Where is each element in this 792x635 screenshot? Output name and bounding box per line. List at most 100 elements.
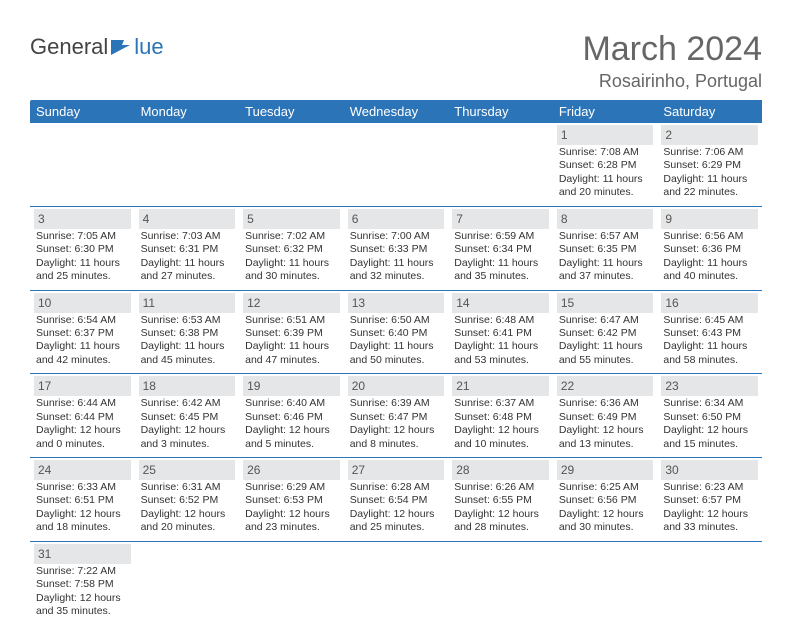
day-number: 6 (352, 212, 359, 226)
day-details: Sunrise: 7:05 AMSunset: 6:30 PMDaylight:… (34, 229, 131, 284)
weekday-header: Wednesday (344, 100, 449, 123)
calendar-cell: 15 Sunrise: 6:47 AMSunset: 6:42 PMDayligh… (553, 290, 658, 374)
day-number: 22 (561, 379, 574, 393)
calendar-cell: 5 Sunrise: 7:02 AMSunset: 6:32 PMDaylight… (239, 206, 344, 290)
calendar-cell: 21 Sunrise: 6:37 AMSunset: 6:48 PMDayligh… (448, 374, 553, 458)
calendar-cell (239, 123, 344, 206)
calendar-cell: 22 Sunrise: 6:36 AMSunset: 6:49 PMDayligh… (553, 374, 658, 458)
day-number: 1 (561, 128, 568, 142)
calendar-cell: 28 Sunrise: 6:26 AMSunset: 6:55 PMDayligh… (448, 458, 553, 542)
calendar-cell: 11Sunrise: 6:53 AMSunset: 6:38 PMDayligh… (135, 290, 240, 374)
calendar-cell: 10Sunrise: 6:54 AMSunset: 6:37 PMDayligh… (30, 290, 135, 374)
day-details: Sunrise: 6:28 AMSunset: 6:54 PMDaylight:… (348, 480, 445, 535)
day-number: 25 (143, 463, 156, 477)
logo: General lue (30, 34, 164, 60)
calendar-cell (135, 123, 240, 206)
calendar-cell: 31Sunrise: 7:22 AMSunset: 7:58 PMDayligh… (30, 541, 135, 624)
calendar-cell (553, 541, 658, 624)
day-details: Sunrise: 6:26 AMSunset: 6:55 PMDaylight:… (452, 480, 549, 535)
day-number: 21 (456, 379, 469, 393)
logo-text-blue: lue (134, 34, 163, 60)
day-details: Sunrise: 6:29 AMSunset: 6:53 PMDaylight:… (243, 480, 340, 535)
day-details: Sunrise: 7:08 AMSunset: 6:28 PMDaylight:… (557, 145, 654, 200)
day-details: Sunrise: 6:31 AMSunset: 6:52 PMDaylight:… (139, 480, 236, 535)
calendar-cell: 18 Sunrise: 6:42 AMSunset: 6:45 PMDayligh… (135, 374, 240, 458)
day-details: Sunrise: 6:39 AMSunset: 6:47 PMDaylight:… (348, 396, 445, 451)
calendar-cell (657, 541, 762, 624)
day-number: 27 (352, 463, 365, 477)
weekday-header: Sunday (30, 100, 135, 123)
day-number: 9 (665, 212, 672, 226)
calendar-cell: 29Sunrise: 6:25 AMSunset: 6:56 PMDayligh… (553, 458, 658, 542)
day-details: Sunrise: 6:36 AMSunset: 6:49 PMDaylight:… (557, 396, 654, 451)
weekday-header: Thursday (448, 100, 553, 123)
day-details: Sunrise: 6:34 AMSunset: 6:50 PMDaylight:… (661, 396, 758, 451)
calendar-cell: 23Sunrise: 6:34 AMSunset: 6:50 PMDayligh… (657, 374, 762, 458)
day-details: Sunrise: 6:45 AMSunset: 6:43 PMDaylight:… (661, 313, 758, 368)
day-details: Sunrise: 7:06 AMSunset: 6:29 PMDaylight:… (661, 145, 758, 200)
day-number: 12 (247, 296, 260, 310)
day-number: 20 (352, 379, 365, 393)
logo-text-general: General (30, 34, 108, 60)
day-number: 13 (352, 296, 365, 310)
calendar-cell (344, 123, 449, 206)
day-details: Sunrise: 6:44 AMSunset: 6:44 PMDaylight:… (34, 396, 131, 451)
day-details: Sunrise: 6:42 AMSunset: 6:45 PMDaylight:… (139, 396, 236, 451)
weekday-header: Monday (135, 100, 240, 123)
logo-flag-icon (110, 38, 132, 56)
calendar-cell: 6Sunrise: 7:00 AMSunset: 6:33 PMDaylight… (344, 206, 449, 290)
day-details: Sunrise: 7:02 AMSunset: 6:32 PMDaylight:… (243, 229, 340, 284)
calendar-cell: 30Sunrise: 6:23 AMSunset: 6:57 PMDayligh… (657, 458, 762, 542)
calendar-cell: 19 Sunrise: 6:40 AMSunset: 6:46 PMDayligh… (239, 374, 344, 458)
day-number: 2 (665, 128, 672, 142)
calendar-cell: 13 Sunrise: 6:50 AMSunset: 6:40 PMDayligh… (344, 290, 449, 374)
day-number: 15 (561, 296, 574, 310)
day-details: Sunrise: 6:47 AMSunset: 6:42 PMDaylight:… (557, 313, 654, 368)
day-number: 7 (456, 212, 463, 226)
calendar-cell: 16 Sunrise: 6:45 AMSunset: 6:43 PMDayligh… (657, 290, 762, 374)
day-number: 5 (247, 212, 254, 226)
calendar-cell (239, 541, 344, 624)
calendar-table: SundayMondayTuesdayWednesdayThursdayFrid… (30, 100, 762, 625)
day-number: 16 (665, 296, 678, 310)
weekday-header: Friday (553, 100, 658, 123)
day-details: Sunrise: 6:33 AMSunset: 6:51 PMDaylight:… (34, 480, 131, 535)
day-details: Sunrise: 6:51 AMSunset: 6:39 PMDaylight:… (243, 313, 340, 368)
calendar-cell: 8Sunrise: 6:57 AMSunset: 6:35 PMDaylight… (553, 206, 658, 290)
location-label: Rosairinho, Portugal (582, 71, 762, 92)
day-number: 3 (38, 212, 45, 226)
day-details: Sunrise: 7:22 AMSunset: 7:58 PMDaylight:… (34, 564, 131, 619)
day-number: 11 (143, 296, 155, 310)
page-title: March 2024 (582, 30, 762, 69)
day-details: Sunrise: 6:50 AMSunset: 6:40 PMDaylight:… (348, 313, 445, 368)
calendar-cell (448, 123, 553, 206)
day-number: 28 (456, 463, 469, 477)
calendar-cell (135, 541, 240, 624)
calendar-cell: 3 Sunrise: 7:05 AMSunset: 6:30 PMDaylight… (30, 206, 135, 290)
calendar-cell: 20 Sunrise: 6:39 AMSunset: 6:47 PMDayligh… (344, 374, 449, 458)
day-number: 18 (143, 379, 156, 393)
day-number: 24 (38, 463, 51, 477)
calendar-cell (448, 541, 553, 624)
day-details: Sunrise: 6:25 AMSunset: 6:56 PMDaylight:… (557, 480, 654, 535)
calendar-cell: 25 Sunrise: 6:31 AMSunset: 6:52 PMDayligh… (135, 458, 240, 542)
day-number: 19 (247, 379, 260, 393)
day-details: Sunrise: 6:23 AMSunset: 6:57 PMDaylight:… (661, 480, 758, 535)
calendar-cell: 9 Sunrise: 6:56 AMSunset: 6:36 PMDaylight… (657, 206, 762, 290)
day-number: 10 (38, 296, 51, 310)
calendar-cell (344, 541, 449, 624)
calendar-cell: 14 Sunrise: 6:48 AMSunset: 6:41 PMDayligh… (448, 290, 553, 374)
calendar-cell: 2 Sunrise: 7:06 AMSunset: 6:29 PMDaylight… (657, 123, 762, 206)
day-details: Sunrise: 6:40 AMSunset: 6:46 PMDaylight:… (243, 396, 340, 451)
day-details: Sunrise: 6:37 AMSunset: 6:48 PMDaylight:… (452, 396, 549, 451)
day-details: Sunrise: 6:48 AMSunset: 6:41 PMDaylight:… (452, 313, 549, 368)
day-number: 26 (247, 463, 260, 477)
day-number: 14 (456, 296, 469, 310)
day-details: Sunrise: 7:03 AMSunset: 6:31 PMDaylight:… (139, 229, 236, 284)
calendar-cell: 12 Sunrise: 6:51 AMSunset: 6:39 PMDayligh… (239, 290, 344, 374)
day-number: 17 (38, 379, 51, 393)
calendar-cell: 7Sunrise: 6:59 AMSunset: 6:34 PMDaylight… (448, 206, 553, 290)
calendar-cell: 4Sunrise: 7:03 AMSunset: 6:31 PMDaylight… (135, 206, 240, 290)
day-details: Sunrise: 6:56 AMSunset: 6:36 PMDaylight:… (661, 229, 758, 284)
calendar-cell: 1 Sunrise: 7:08 AMSunset: 6:28 PMDaylight… (553, 123, 658, 206)
